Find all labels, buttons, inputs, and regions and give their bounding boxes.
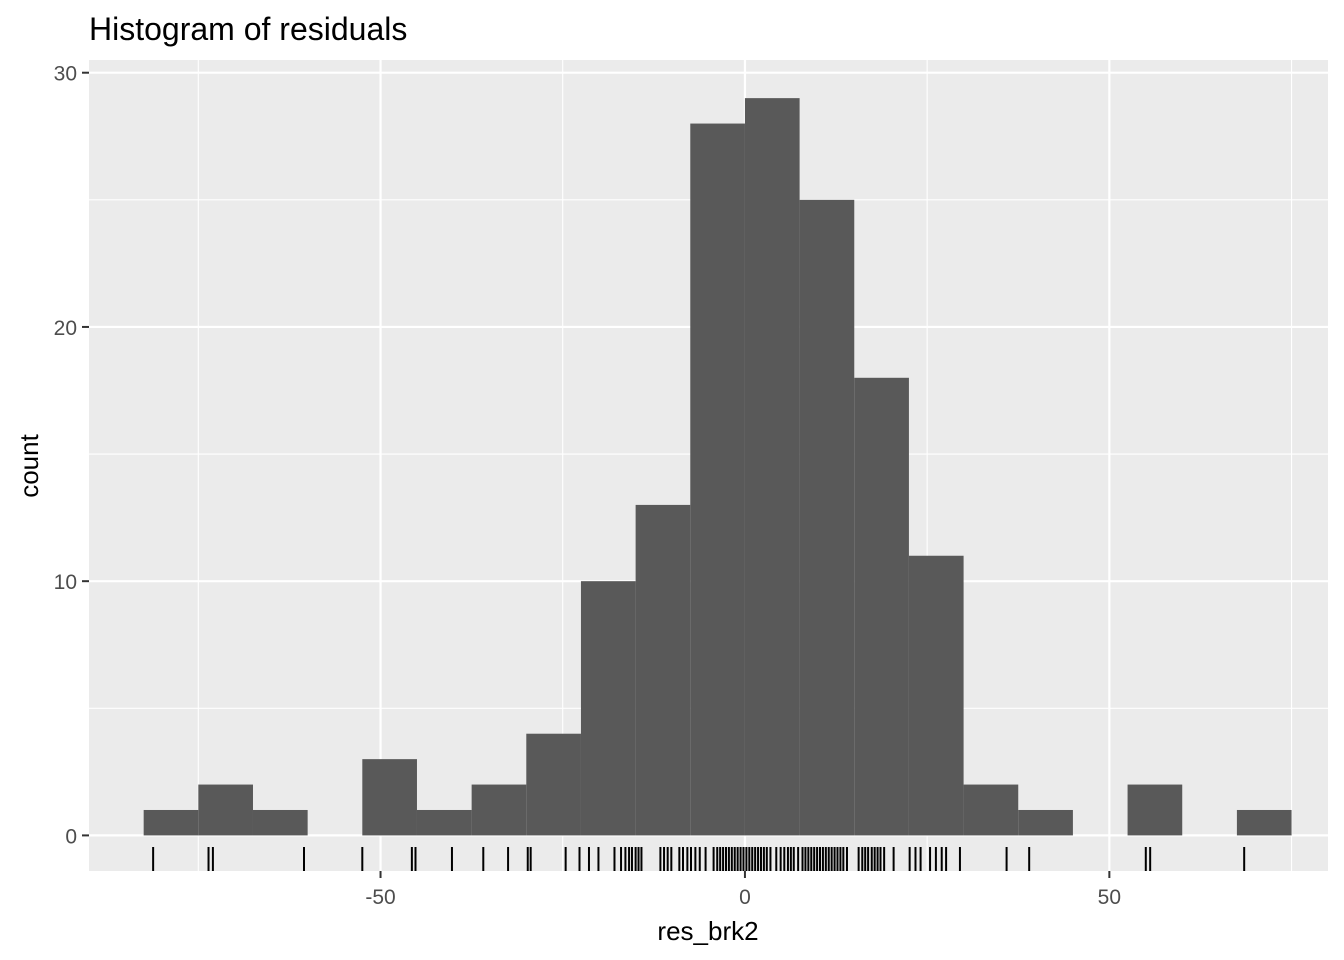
histogram-bar bbox=[744, 98, 800, 836]
histogram-bar bbox=[690, 123, 745, 836]
rug-marks bbox=[152, 847, 1246, 871]
histogram-bar bbox=[252, 809, 308, 836]
chart-title: Histogram of residuals bbox=[89, 11, 407, 47]
histogram-bar bbox=[1127, 784, 1183, 836]
y-tick-label: 0 bbox=[65, 825, 77, 848]
histogram-bar bbox=[526, 733, 581, 836]
histogram-bar bbox=[471, 784, 527, 836]
histogram-bars bbox=[143, 98, 1292, 836]
histogram-bar bbox=[963, 784, 1019, 836]
histogram-bar bbox=[854, 377, 909, 836]
x-tick-label: 0 bbox=[739, 886, 751, 909]
axis-ticks bbox=[82, 71, 1111, 878]
histogram-bar bbox=[1236, 809, 1292, 836]
histogram-bar bbox=[908, 555, 964, 836]
histogram-bar bbox=[635, 504, 691, 836]
y-axis-title: count bbox=[14, 433, 44, 497]
y-tick-label: 10 bbox=[54, 571, 77, 594]
x-tick-label: -50 bbox=[365, 886, 395, 909]
histogram-bar bbox=[580, 581, 636, 836]
histogram-bar bbox=[143, 809, 199, 836]
y-tick-label: 20 bbox=[54, 317, 77, 340]
x-axis-title: res_brk2 bbox=[657, 916, 758, 946]
y-tick-label: 30 bbox=[54, 63, 77, 86]
histogram-bar bbox=[1018, 809, 1073, 836]
histogram-bar bbox=[416, 809, 472, 836]
x-tick-label: 50 bbox=[1098, 886, 1121, 909]
histogram-bar bbox=[362, 759, 417, 836]
histogram-bar bbox=[799, 199, 855, 836]
histogram-bar bbox=[198, 784, 253, 836]
tick-labels: -50 0 50 0 10 20 30 bbox=[54, 63, 1121, 909]
